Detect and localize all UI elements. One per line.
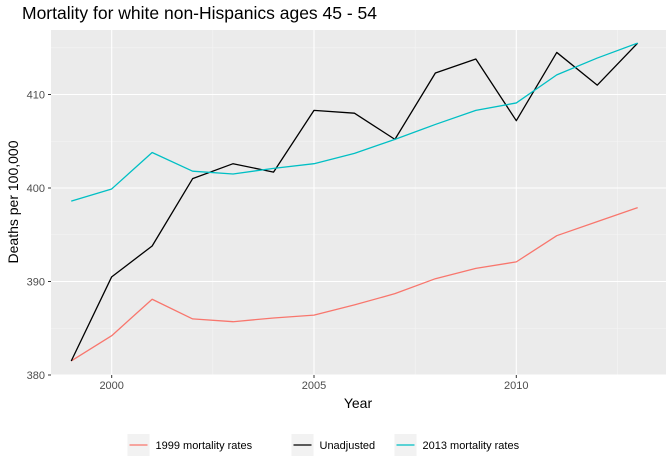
series-line-2013-mortality-rates	[71, 42, 638, 202]
plot-panel	[51, 30, 666, 375]
series-line-unadjusted	[70, 42, 639, 362]
legend-label-1999-mortality-rates: 1999 mortality rates	[156, 440, 253, 452]
y-tick-label: 380	[27, 370, 45, 382]
grid-minor	[51, 30, 666, 375]
x-tick-label: 2010	[504, 380, 528, 392]
x-tick-label: 2005	[302, 380, 326, 392]
y-axis: 380 390 400 410	[27, 90, 51, 382]
y-tick-label: 390	[27, 277, 45, 289]
x-tick-label: 2000	[99, 380, 123, 392]
x-axis: 2000 2005 2010	[99, 375, 529, 392]
chart-title: Mortality for white non-Hispanics ages 4…	[22, 3, 378, 23]
series-layer	[70, 42, 639, 362]
legend-label-2013-mortality-rates: 2013 mortality rates	[423, 440, 520, 452]
grid-major	[51, 30, 666, 376]
legend-label-unadjusted: Unadjusted	[320, 440, 376, 452]
x-axis-title: Year	[344, 395, 373, 411]
legend: 1999 mortality rates Unadjusted 2013 morta…	[127, 434, 520, 456]
y-tick-label: 400	[27, 183, 45, 195]
y-tick-label: 410	[27, 90, 45, 102]
y-axis-title: Deaths per 100,000	[5, 140, 21, 263]
series-line-1999-mortality-rates	[70, 207, 638, 362]
